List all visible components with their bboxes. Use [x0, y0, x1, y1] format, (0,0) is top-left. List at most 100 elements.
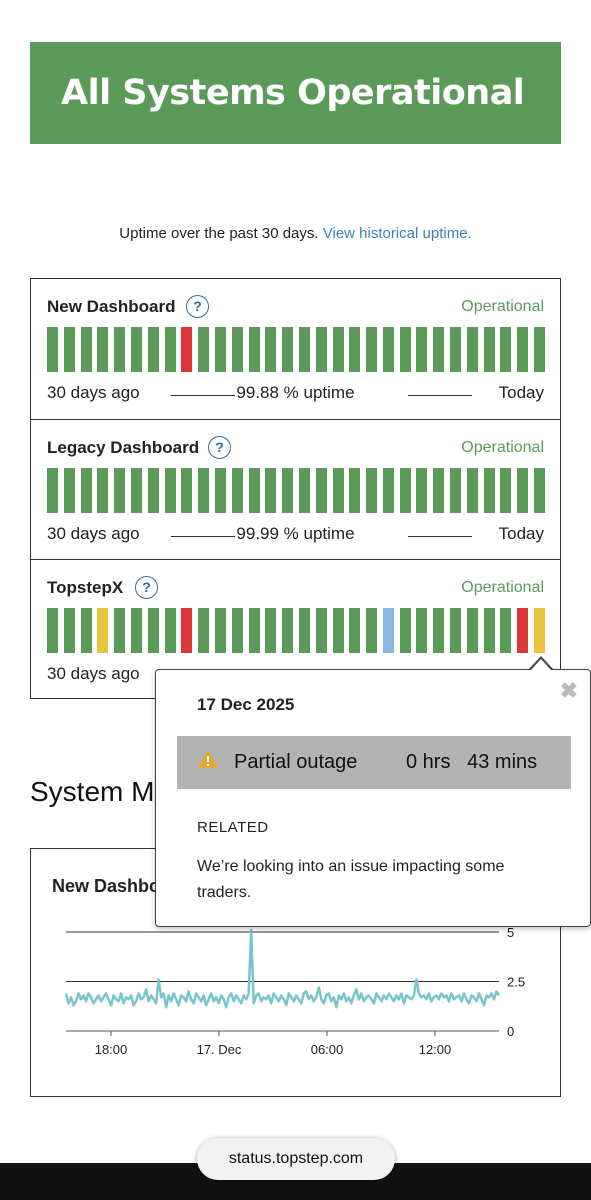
uptime-day-bar[interactable] [366, 327, 378, 372]
uptime-day-bar[interactable] [214, 327, 226, 372]
uptime-day-bar[interactable] [534, 608, 545, 653]
uptime-day-bar[interactable] [63, 468, 75, 513]
uptime-day-bar[interactable] [500, 608, 512, 653]
uptime-day-bar[interactable] [198, 608, 210, 653]
uptime-day-bar[interactable] [248, 468, 260, 513]
uptime-day-bar[interactable] [349, 608, 361, 653]
uptime-day-bar[interactable] [517, 608, 529, 653]
uptime-day-bar[interactable] [265, 608, 277, 653]
uptime-day-bar[interactable] [114, 608, 126, 653]
uptime-day-bar[interactable] [382, 608, 394, 653]
uptime-day-bar[interactable] [399, 608, 411, 653]
uptime-day-bar[interactable] [97, 608, 109, 653]
uptime-day-bar[interactable] [517, 327, 529, 372]
uptime-day-bar[interactable] [131, 468, 142, 513]
uptime-day-bar[interactable] [466, 327, 478, 372]
incident-message[interactable]: We’re looking into an issue impacting so… [197, 858, 505, 901]
uptime-day-bar[interactable] [416, 608, 428, 653]
uptime-day-bar[interactable] [265, 327, 277, 372]
uptime-day-bar[interactable] [63, 608, 75, 653]
uptime-day-bar[interactable] [131, 608, 142, 653]
uptime-day-bar[interactable] [366, 468, 378, 513]
uptime-day-bar[interactable] [298, 468, 310, 513]
uptime-day-bar[interactable] [231, 608, 243, 653]
uptime-day-bar[interactable] [349, 327, 361, 372]
status-banner: All Systems Operational [30, 42, 561, 144]
uptime-day-bar[interactable] [433, 608, 445, 653]
uptime-day-bar[interactable] [147, 608, 159, 653]
uptime-day-bar[interactable] [500, 327, 512, 372]
uptime-day-bar[interactable] [181, 468, 193, 513]
uptime-day-bar[interactable] [433, 327, 445, 372]
uptime-day-bar[interactable] [114, 468, 126, 513]
uptime-day-bar[interactable] [248, 608, 260, 653]
address-bar[interactable]: status.topstep.com [197, 1138, 395, 1180]
uptime-day-bar[interactable] [450, 327, 461, 372]
uptime-day-bar[interactable] [214, 608, 226, 653]
uptime-day-bar[interactable] [517, 468, 529, 513]
uptime-day-bar[interactable] [164, 468, 176, 513]
uptime-day-bar[interactable] [382, 327, 394, 372]
uptime-day-bar[interactable] [534, 327, 545, 372]
uptime-day-bar[interactable] [315, 327, 327, 372]
uptime-day-bar[interactable] [231, 327, 243, 372]
uptime-day-bar[interactable] [164, 608, 176, 653]
uptime-day-bar[interactable] [399, 468, 411, 513]
uptime-day-bar[interactable] [466, 468, 478, 513]
uptime-day-bar[interactable] [80, 468, 92, 513]
uptime-day-bar[interactable] [382, 468, 394, 513]
uptime-day-bar[interactable] [534, 468, 545, 513]
uptime-day-bar[interactable] [131, 327, 142, 372]
question-circle-icon[interactable]: ? [186, 295, 209, 318]
uptime-day-bar[interactable] [181, 608, 193, 653]
uptime-day-bar[interactable] [231, 468, 243, 513]
uptime-day-bar[interactable] [214, 468, 226, 513]
uptime-day-bar[interactable] [47, 608, 58, 653]
uptime-day-bar[interactable] [198, 468, 210, 513]
uptime-day-bar[interactable] [349, 468, 361, 513]
metrics-line-chart[interactable]: 0 2.5 5 18:00 17. Dec 06:00 12:00 [31, 849, 561, 1097]
uptime-day-bar[interactable] [332, 608, 344, 653]
uptime-day-bar[interactable] [298, 608, 310, 653]
uptime-day-bar[interactable] [450, 608, 461, 653]
uptime-day-bar[interactable] [416, 468, 428, 513]
uptime-day-bar[interactable] [147, 327, 159, 372]
uptime-day-bar[interactable] [416, 327, 428, 372]
close-icon[interactable]: ✖ [559, 678, 578, 703]
uptime-day-bar[interactable] [47, 327, 58, 372]
uptime-day-bar[interactable] [366, 608, 378, 653]
uptime-day-bar[interactable] [315, 468, 327, 513]
historical-uptime-link[interactable]: View historical uptime. [322, 225, 472, 242]
uptime-day-bar[interactable] [500, 468, 512, 513]
uptime-day-bar[interactable] [47, 468, 58, 513]
axis-start-label: 30 days ago [47, 524, 140, 543]
uptime-day-bar[interactable] [483, 468, 495, 513]
uptime-day-bar[interactable] [63, 327, 75, 372]
uptime-day-bar[interactable] [282, 327, 294, 372]
uptime-day-bar[interactable] [433, 468, 445, 513]
uptime-day-bar[interactable] [450, 468, 461, 513]
question-circle-icon[interactable]: ? [208, 436, 231, 459]
uptime-day-bar[interactable] [97, 468, 109, 513]
uptime-day-bar[interactable] [282, 608, 294, 653]
uptime-day-bar[interactable] [80, 608, 92, 653]
uptime-day-bar[interactable] [483, 608, 495, 653]
uptime-day-bar[interactable] [332, 327, 344, 372]
uptime-day-bar[interactable] [198, 327, 210, 372]
uptime-day-bar[interactable] [147, 468, 159, 513]
uptime-day-bar[interactable] [265, 468, 277, 513]
uptime-day-bar[interactable] [114, 327, 126, 372]
uptime-day-bar[interactable] [466, 608, 478, 653]
uptime-day-bar[interactable] [315, 608, 327, 653]
uptime-day-bar[interactable] [80, 327, 92, 372]
uptime-day-bar[interactable] [298, 327, 310, 372]
question-circle-icon[interactable]: ? [135, 576, 158, 599]
uptime-day-bar[interactable] [97, 327, 109, 372]
uptime-day-bar[interactable] [248, 327, 260, 372]
uptime-day-bar[interactable] [332, 468, 344, 513]
uptime-day-bar[interactable] [282, 468, 294, 513]
uptime-day-bar[interactable] [181, 327, 193, 372]
uptime-day-bar[interactable] [483, 327, 495, 372]
uptime-day-bar[interactable] [399, 327, 411, 372]
uptime-day-bar[interactable] [164, 327, 176, 372]
